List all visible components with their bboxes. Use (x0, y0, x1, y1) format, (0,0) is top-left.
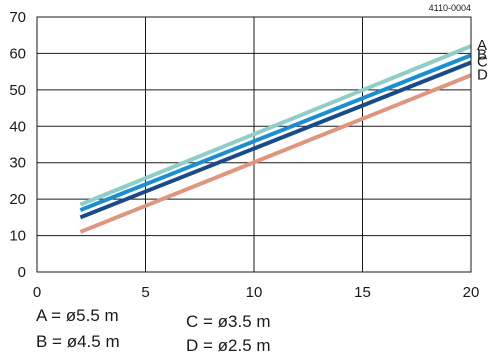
x-tick-label-0: 0 (33, 284, 41, 301)
series-line-b (79, 53, 472, 212)
y-tick-label-40: 40 (9, 118, 26, 135)
series-lines (79, 44, 472, 234)
y-tick-label-70: 70 (9, 9, 26, 26)
legend-entry-a: A = ø5.5 m (36, 306, 119, 325)
figure-code: 4110-0004 (429, 3, 471, 13)
x-tick-label-10: 10 (246, 284, 263, 301)
series-line-c (79, 60, 472, 220)
legend-entry-c: C = ø3.5 m (186, 312, 271, 331)
series-line-d (79, 73, 472, 234)
legend-entry-d: D = ø2.5 m (186, 336, 271, 355)
y-tick-label-50: 50 (9, 82, 26, 99)
series-label-c: C (477, 54, 488, 71)
x-tick-label-5: 5 (141, 284, 149, 301)
y-tick-label-10: 10 (9, 228, 26, 245)
x-tick-label-20: 20 (463, 284, 480, 301)
legend-entry-b: B = ø4.5 m (36, 332, 120, 351)
series-label-d: D (477, 66, 488, 83)
y-tick-label-60: 60 (9, 45, 26, 62)
series-label-a: A (477, 37, 487, 54)
series-line-a (79, 44, 472, 207)
plot-frame (36, 16, 472, 273)
series-label-b: B (477, 46, 487, 63)
grid (36, 16, 472, 273)
y-tick-label-0: 0 (18, 264, 26, 281)
x-tick-label-15: 15 (354, 284, 371, 301)
y-tick-label-20: 20 (9, 191, 26, 208)
y-tick-label-30: 30 (9, 155, 26, 172)
axes: 0 5 10 15 20 0 10 20 30 40 50 60 70 (9, 9, 479, 301)
